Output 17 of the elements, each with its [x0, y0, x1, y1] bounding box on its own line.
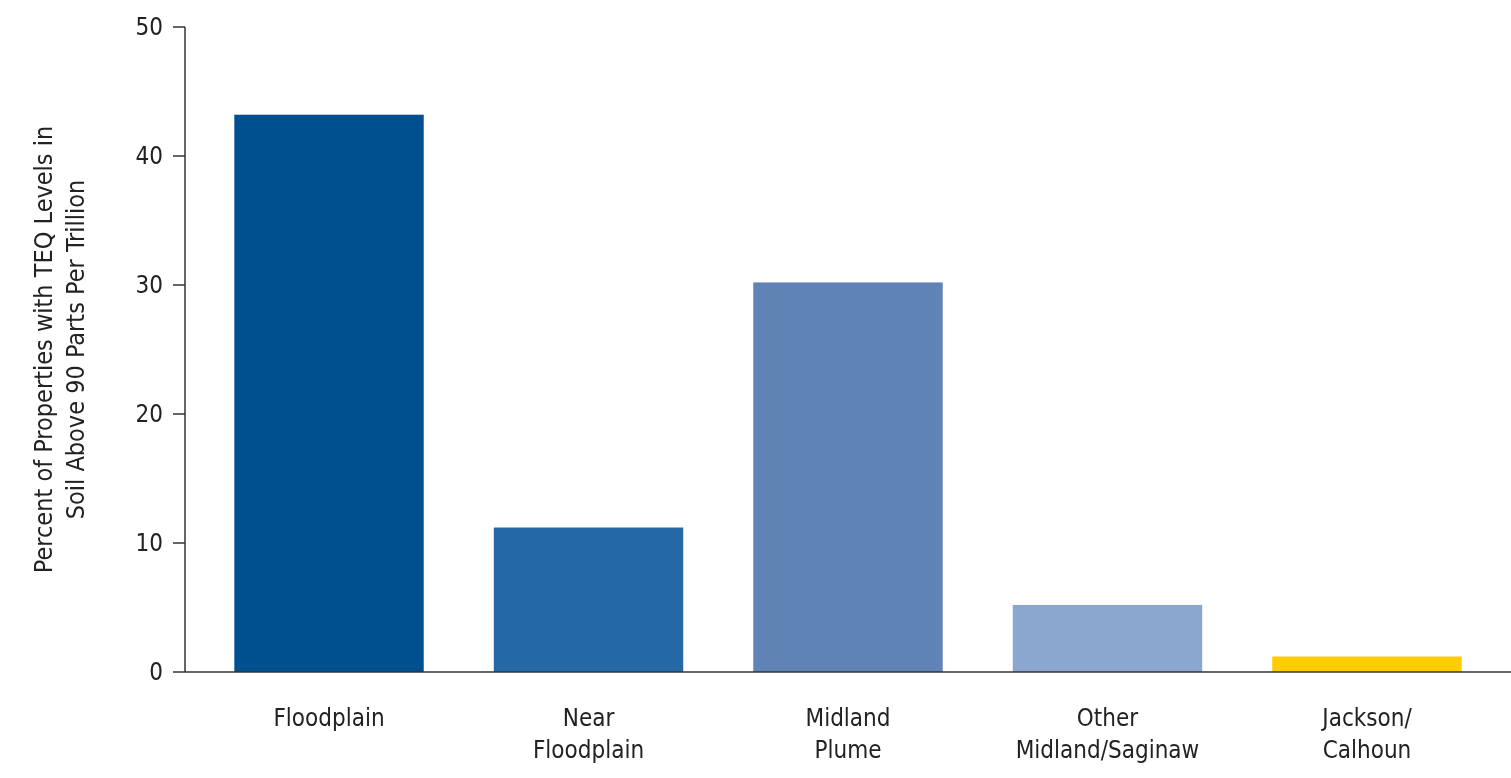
x-tick-label: Other Midland/Saginaw [1015, 704, 1200, 764]
bar [493, 527, 684, 672]
x-tick-label: Jackson/ Calhoun [1320, 704, 1413, 764]
bar [1012, 604, 1203, 672]
y-tick-label: 50 [135, 13, 163, 42]
bar [1272, 656, 1462, 672]
y-tick-label: 30 [135, 271, 163, 300]
y-axis-title: Percent of Properties with TEQ Levels in Soil Above 90 Parts Per Trillion [29, 125, 90, 574]
x-tick-label: Midland Plume [805, 704, 891, 764]
y-tick-label: 20 [135, 400, 163, 429]
x-tick-label: Floodplain [273, 704, 385, 732]
x-tick-label: Near Floodplain [532, 704, 645, 764]
bar [753, 282, 943, 672]
y-tick-label: 0 [149, 658, 163, 687]
y-tick-label: 10 [135, 529, 163, 558]
bar [234, 114, 424, 672]
y-tick-label: 40 [135, 142, 163, 171]
